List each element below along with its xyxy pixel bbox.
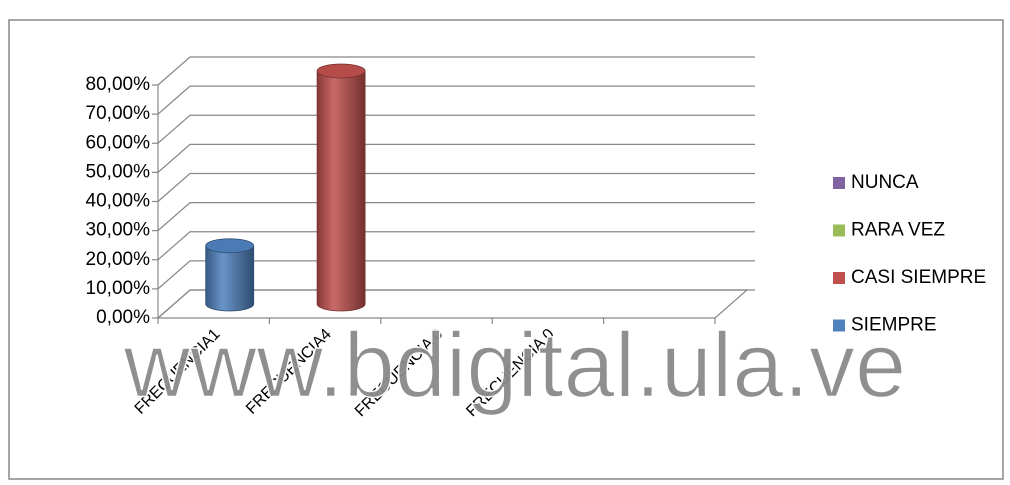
legend-swatch (833, 224, 845, 237)
legend-swatch (833, 319, 845, 332)
grid-line (157, 56, 755, 86)
y-tick-label: 70,00% (86, 103, 151, 124)
bar-body (316, 70, 366, 312)
grid-line (157, 231, 755, 261)
y-tick-label: 80,00% (86, 74, 151, 95)
grid-line (157, 260, 755, 290)
y-tick-label: 20,00% (86, 249, 151, 270)
y-tick-label: 10,00% (86, 278, 151, 299)
grid-line (157, 172, 755, 202)
y-tick-label: 30,00% (86, 220, 151, 241)
grid-line (157, 85, 755, 115)
watermark: www.bdigital.ula.ve (123, 314, 906, 416)
legend-label: SIEMPRE (851, 315, 937, 336)
grid-line (157, 114, 755, 144)
bar-top (205, 238, 255, 254)
grid-line (157, 143, 755, 173)
chart-frame (8, 19, 1004, 480)
grid-line (157, 289, 755, 319)
legend-label: CASI SIEMPRE (851, 267, 986, 288)
y-tick-label: 60,00% (86, 132, 151, 153)
legend-swatch (833, 177, 845, 189)
grid-line (157, 202, 755, 232)
bar (205, 238, 255, 312)
y-tick-label: 50,00% (86, 161, 151, 182)
y-tick-label: 0,00% (96, 307, 150, 328)
y-tick-label: 40,00% (86, 191, 151, 212)
legend-swatch (833, 272, 845, 284)
bar-body (205, 245, 255, 312)
bar-top (316, 63, 366, 79)
legend-label: RARA VEZ (851, 220, 945, 241)
bar (316, 63, 366, 312)
legend-label: NUNCA (851, 172, 919, 193)
